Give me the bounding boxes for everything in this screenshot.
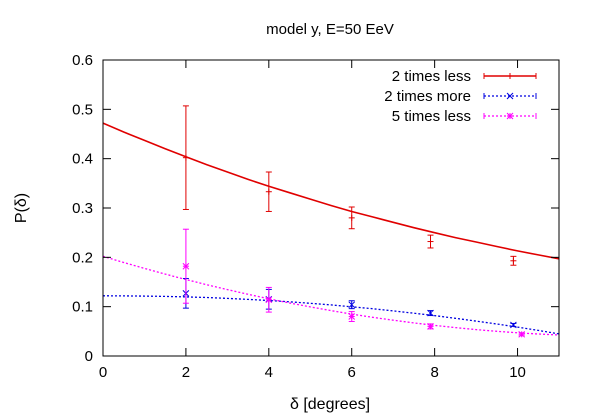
data-point-d2 xyxy=(182,262,190,270)
y-tick-label: 0 xyxy=(85,348,93,365)
y-tick-label: 0.5 xyxy=(72,101,93,118)
data-point-d2 xyxy=(427,323,434,330)
fit-curve-series-1 xyxy=(102,295,560,335)
data-point xyxy=(348,301,356,309)
legend-entry-2: 5 times less xyxy=(392,108,537,125)
x-axis-label: δ [degrees] xyxy=(290,396,370,413)
legend-entry-1: 2 times more xyxy=(384,88,537,105)
data-point xyxy=(348,214,355,221)
data-point xyxy=(510,321,517,329)
x-tick-label: 0 xyxy=(99,364,107,381)
series-1-points xyxy=(182,278,517,329)
data-point xyxy=(518,330,526,338)
series-2-points xyxy=(182,228,526,338)
data-point xyxy=(182,154,189,161)
y-axis-label: P(δ) xyxy=(13,193,30,223)
data-point-d2 xyxy=(518,330,526,338)
data-point xyxy=(510,257,517,264)
x-tick-label: 8 xyxy=(430,364,438,381)
data-point xyxy=(427,309,434,317)
legend-marker-d2 xyxy=(506,112,514,120)
legend-label: 2 times more xyxy=(384,88,471,105)
data-point xyxy=(427,238,434,245)
x-tick-label: 2 xyxy=(182,364,190,381)
x-tick-label: 6 xyxy=(348,364,356,381)
y-tick-label: 0.1 xyxy=(72,299,93,316)
y-tick-label: 0.6 xyxy=(72,52,93,69)
data-point xyxy=(182,262,190,270)
legend-marker xyxy=(506,92,514,100)
data-point xyxy=(265,188,272,195)
data-point-d2 xyxy=(510,321,517,329)
legend-marker-d2 xyxy=(506,92,514,100)
data-point-d2 xyxy=(348,301,356,309)
series-0-points xyxy=(182,105,517,266)
legend-label: 5 times less xyxy=(392,108,471,125)
legend: 2 times less 2 times more 5 times less xyxy=(384,68,537,125)
fit-curve-series-0 xyxy=(102,122,560,260)
data-points xyxy=(182,105,526,338)
plot-frame xyxy=(102,59,560,357)
data-point-d2 xyxy=(265,296,273,304)
data-point-d2 xyxy=(348,313,356,320)
plot-axes: 0 2 4 6 8 10 0 0.1 0.2 0.3 0.4 0.5 0.6 xyxy=(72,52,560,381)
data-point xyxy=(427,323,434,330)
legend-marker xyxy=(507,73,513,79)
legend-label: 2 times less xyxy=(392,68,471,85)
chart-title: model y, E=50 EeV xyxy=(266,21,394,38)
legend-marker xyxy=(506,112,514,120)
y-tick-label: 0.3 xyxy=(72,200,93,217)
legend-entry-0: 2 times less xyxy=(392,68,537,85)
data-point-d2 xyxy=(427,309,434,317)
x-tick-label: 4 xyxy=(265,364,273,381)
fit-curves xyxy=(102,122,560,336)
data-point xyxy=(265,296,273,304)
x-tick-label: 10 xyxy=(509,364,526,381)
data-point xyxy=(348,313,356,320)
y-tick-label: 0.4 xyxy=(72,151,93,168)
y-tick-label: 0.2 xyxy=(72,249,93,266)
